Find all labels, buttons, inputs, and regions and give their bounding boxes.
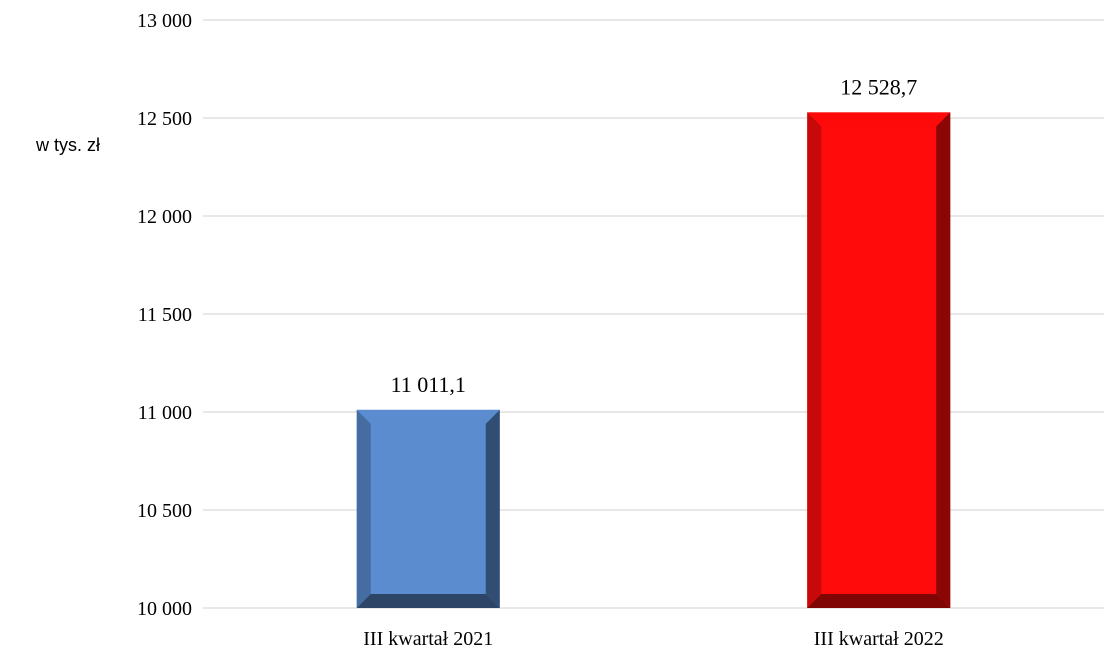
- y-tick-label: 10 500: [137, 500, 192, 522]
- y-tick-label: 11 000: [138, 402, 192, 424]
- x-axis-categories: III kwartał 2021 III kwartał 2022: [363, 628, 943, 650]
- y-tick-label: 11 500: [138, 304, 192, 326]
- data-label: 11 011,1: [391, 372, 466, 397]
- bar: [807, 112, 951, 608]
- data-label: 12 528,7: [840, 74, 917, 99]
- y-tick-label: 10 000: [137, 598, 192, 620]
- bar: [356, 409, 500, 608]
- y-tick-label: 12 000: [137, 206, 192, 228]
- y-tick-label: 12 500: [137, 108, 192, 130]
- grid-lines: [203, 19, 1104, 609]
- y-tick-label: 13 000: [137, 10, 192, 32]
- x-category-label: III kwartał 2021: [363, 628, 493, 650]
- y-axis-ticks: 10 000 10 500 11 000 11 500 12 000 12 500 13 0…: [137, 10, 192, 620]
- y-axis-label: w tys. zł: [35, 135, 100, 155]
- x-category-label: III kwartał 2022: [814, 628, 944, 650]
- bars: [356, 112, 951, 608]
- data-labels: 11 011,1 12 528,7: [391, 74, 918, 396]
